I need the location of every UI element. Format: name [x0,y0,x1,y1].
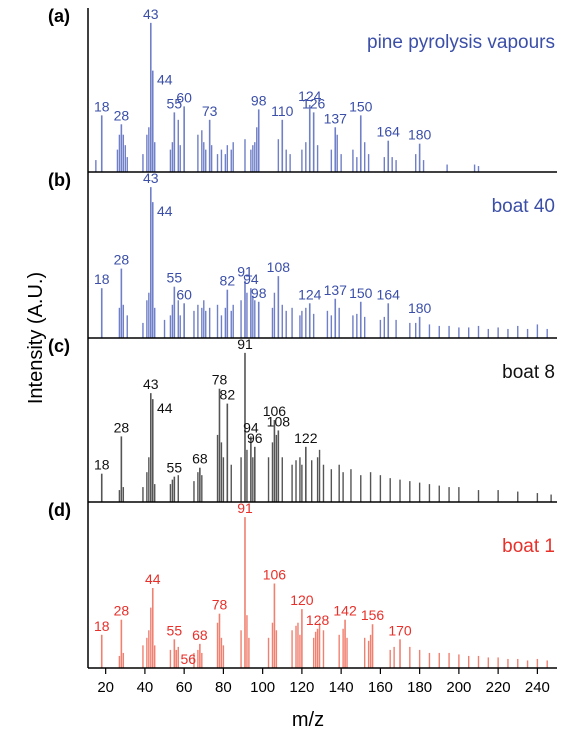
peak-label: 180 [408,127,432,143]
peak-label: 44 [157,72,173,88]
x-axis-label: m/z [292,709,324,731]
peak-label: 137 [324,110,348,126]
peak-label: 110 [271,103,294,119]
peak-label: 68 [192,627,208,643]
peak-label: 96 [247,430,263,446]
x-tick-label: 60 [176,679,193,696]
peak-label: 106 [263,403,287,419]
peak-label: 142 [333,603,357,619]
peak-label: 120 [290,592,314,608]
peak-label: 28 [114,252,130,268]
peak-label: 170 [388,622,412,638]
panel-letter: (b) [48,170,71,190]
peak-label: 55 [167,622,183,638]
panel-title: boat 8 [502,362,555,383]
peak-label: 44 [145,571,161,587]
peak-label: 82 [220,387,236,403]
peak-label: 108 [267,413,291,429]
peak-label: 18 [94,618,110,634]
peak-label: 44 [157,400,173,416]
peak-label: 44 [157,203,173,219]
x-tick-label: 80 [215,679,232,696]
peak-label: 73 [202,103,218,119]
peak-label: 91 [237,264,253,280]
peak-label: 164 [377,286,401,302]
peak-label: 43 [143,170,159,186]
peak-label: 82 [220,273,236,289]
peak-label: 126 [302,95,326,111]
peak-label: 28 [114,603,130,619]
panel-letter: (c) [48,336,70,356]
x-tick-label: 240 [525,679,550,696]
peak-label: 43 [143,6,159,22]
panel-title: pine pyrolysis vapours [367,32,555,53]
peak-label: 18 [94,457,110,473]
x-tick-label: 140 [329,679,354,696]
x-tick-label: 180 [407,679,432,696]
peak-label: 18 [94,98,110,114]
x-tick-label: 220 [486,679,511,696]
x-tick-label: 40 [137,679,154,696]
peak-label: 124 [298,286,322,302]
peak-label: 28 [114,419,130,435]
peak-label: 60 [176,89,192,105]
peak-label: 56 [181,651,197,667]
peak-label: 55 [167,270,183,286]
peak-label: 180 [408,300,432,316]
peak-label: 78 [212,372,228,388]
peak-label: 98 [251,92,267,108]
peak-label: 108 [267,259,291,275]
peak-label: 150 [349,98,373,114]
peak-label: 60 [176,286,192,302]
x-tick-label: 200 [446,679,471,696]
peak-label: 98 [251,285,267,301]
x-tick-label: 100 [250,679,275,696]
peak-label: 91 [237,500,253,516]
peak-label: 55 [167,460,183,476]
peak-label: 28 [114,107,130,123]
peak-label: 55 [167,95,183,111]
x-tick-label: 160 [368,679,393,696]
panel-title: boat 40 [492,196,555,217]
peak-label: 94 [243,271,259,287]
peak-label: 164 [377,124,401,140]
peak-label: 94 [243,419,259,435]
peak-label: 124 [298,88,322,104]
peak-label: 106 [263,566,287,582]
peak-label: 68 [192,451,208,467]
x-tick-label: 20 [97,679,114,696]
peak-label: 128 [306,612,330,628]
peak-label: 43 [143,376,159,392]
peak-label: 91 [237,336,253,352]
peak-label: 137 [324,282,348,298]
peak-label: 18 [94,271,110,287]
peak-label: 156 [361,607,385,623]
panel-letter: (a) [48,6,70,26]
peak-label: 150 [349,285,373,301]
y-axis-label: Intensity (A.U.) [25,272,47,404]
peak-label: 122 [294,430,318,446]
panel-letter: (d) [48,500,71,520]
x-tick-label: 120 [289,679,314,696]
peak-label: 78 [212,597,228,613]
panel-title: boat 1 [502,536,555,557]
